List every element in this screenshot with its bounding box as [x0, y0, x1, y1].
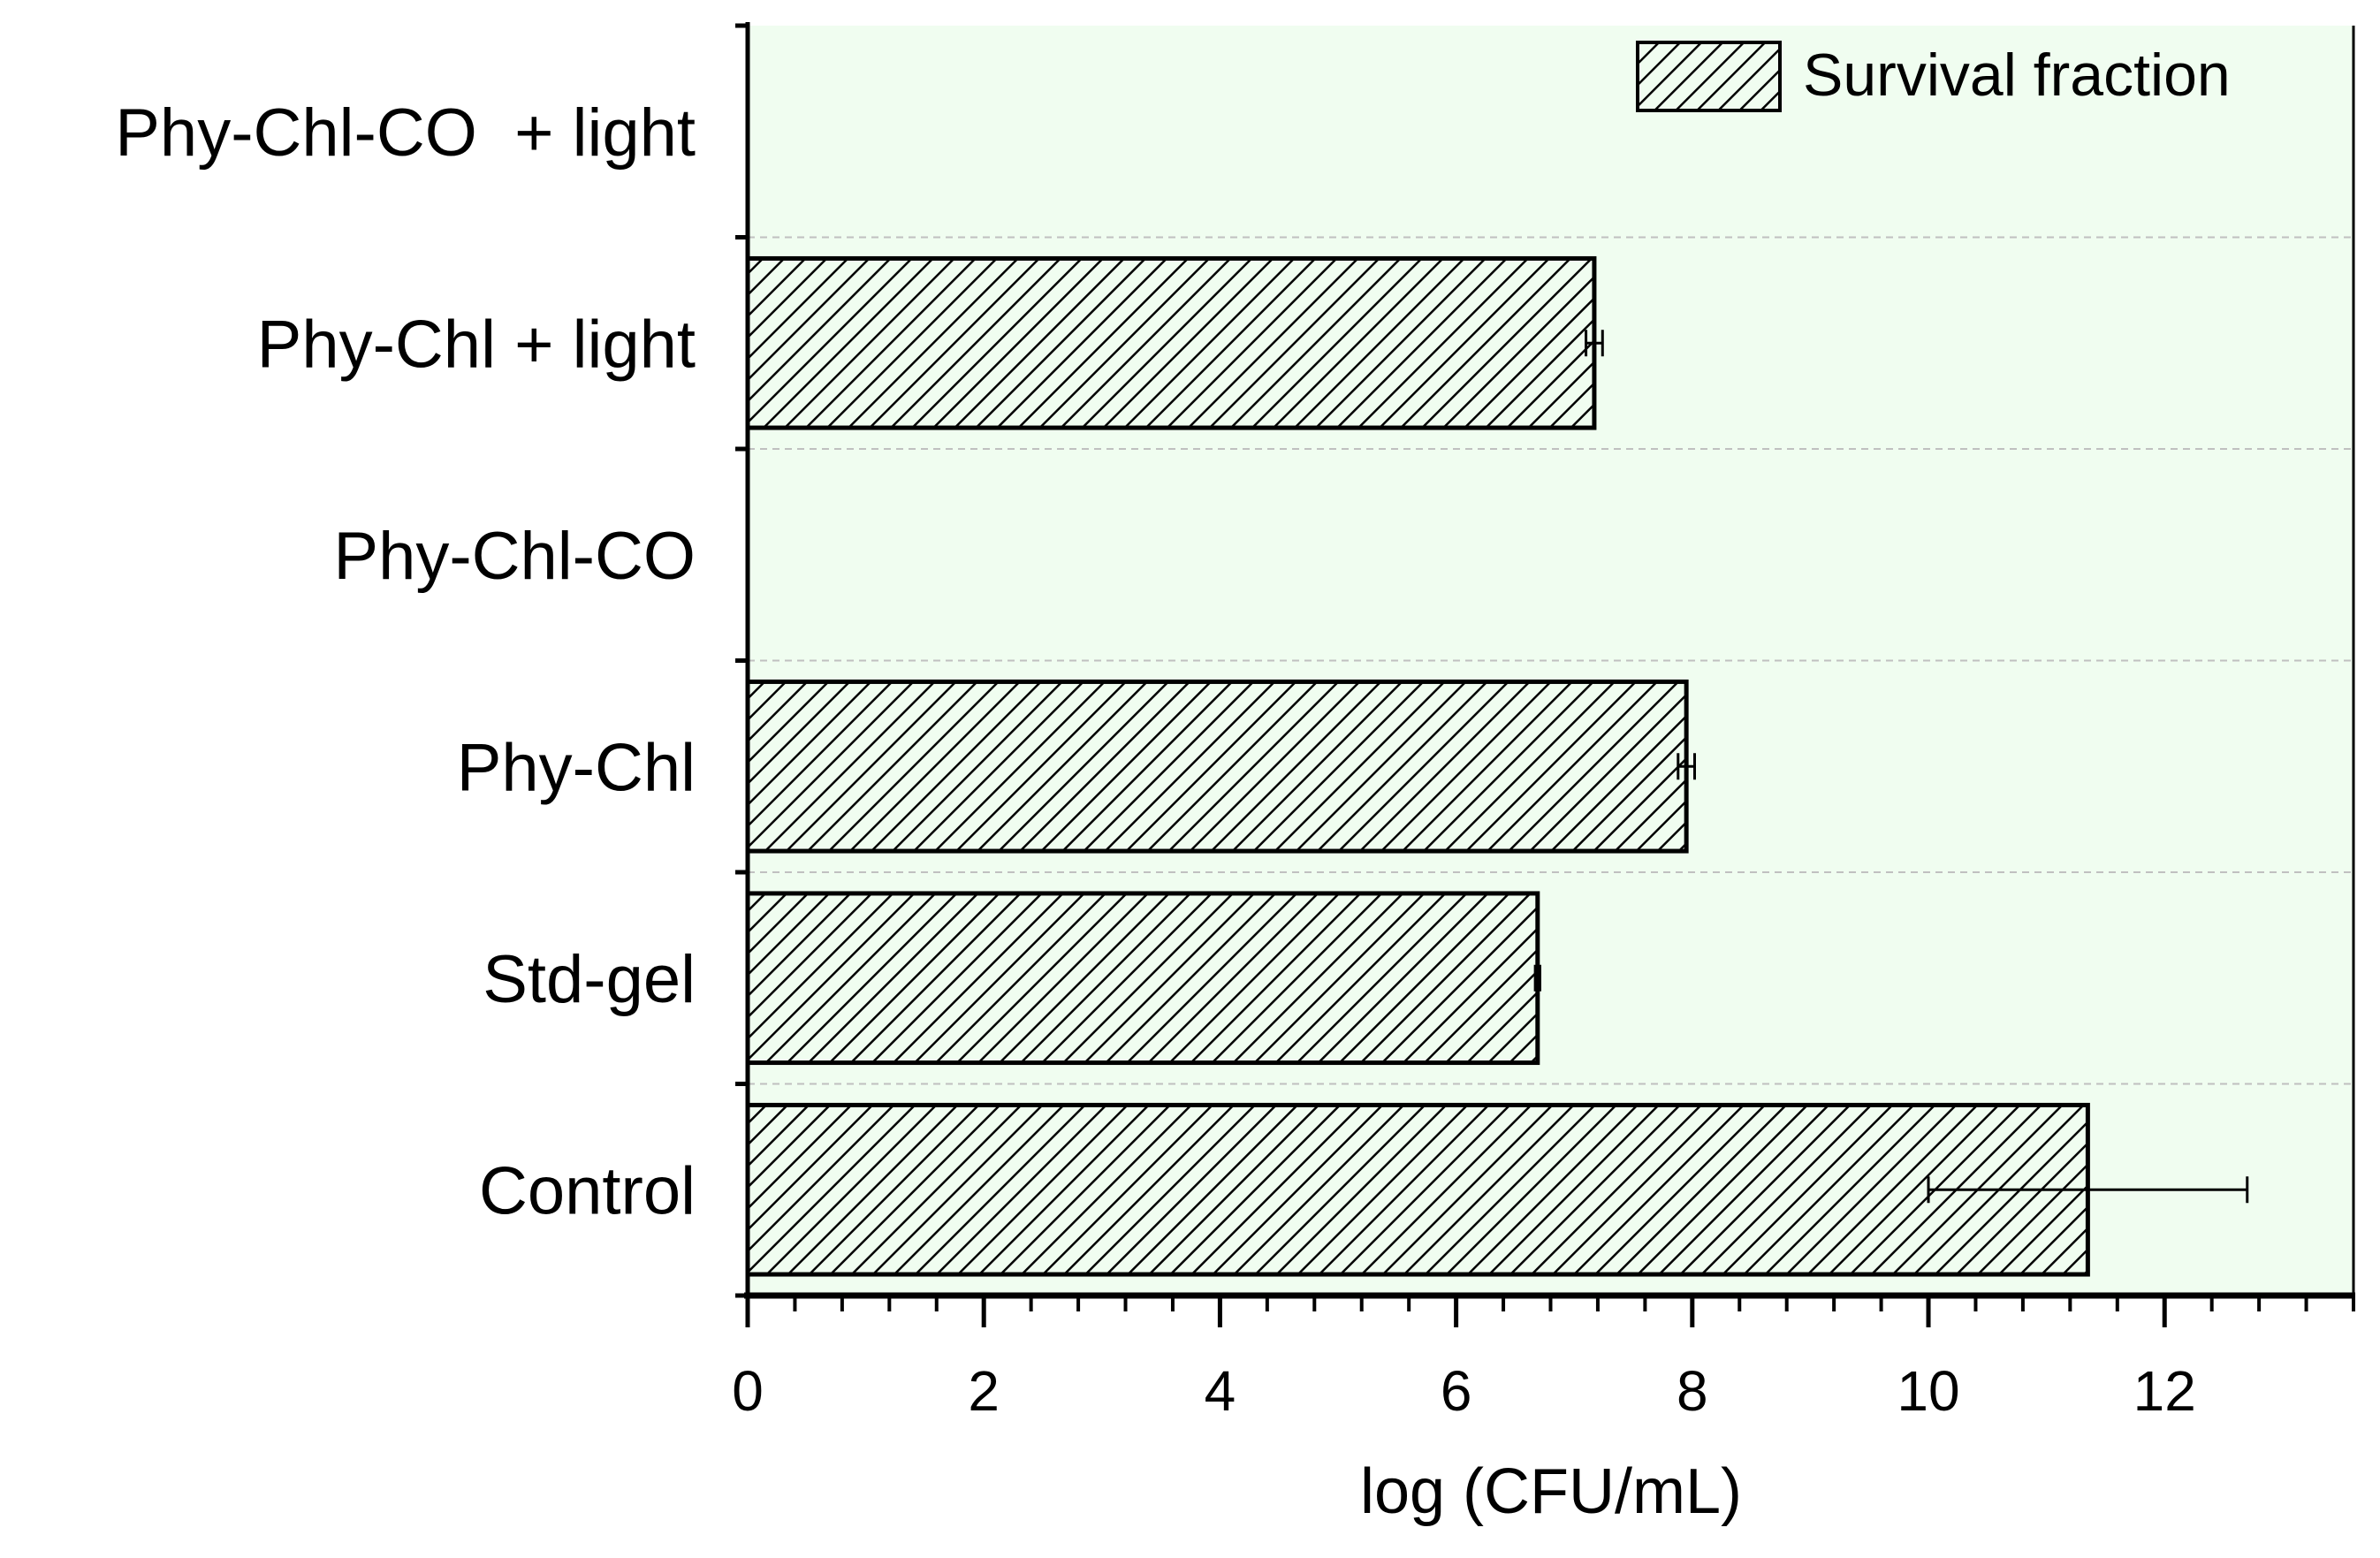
x-tick-label: 0 [732, 1359, 764, 1423]
bar-phy-chl-light [745, 255, 1597, 430]
category-label: Control [479, 1153, 696, 1228]
x-tick-label: 4 [1205, 1359, 1236, 1423]
bar-phy-chl [745, 679, 1689, 854]
axes [735, 22, 2355, 1327]
category-label: Phy-Chl [457, 730, 696, 805]
legend-swatch [1636, 41, 1782, 112]
tick-labels: 0 2 4 6 8 10 12 [732, 1359, 2196, 1423]
bar-control [745, 1102, 2090, 1277]
x-tick-label: 8 [1677, 1359, 1708, 1423]
x-tick-label: 2 [968, 1359, 1000, 1423]
bar-std-gel [745, 891, 1540, 1066]
x-tick-label: 6 [1441, 1359, 1472, 1423]
x-tick-label: 12 [2133, 1359, 2196, 1423]
legend: Survival fraction [1636, 41, 2231, 112]
legend-label: Survival fraction [1803, 42, 2231, 109]
grid-lines [748, 236, 2353, 1085]
category-label: Std-gel [483, 942, 696, 1017]
category-label: Phy-Chl-CO [333, 519, 696, 594]
category-label: Phy-Chl + light [257, 307, 696, 382]
category-labels: Control Std-gel Phy-Chl Phy-Chl-CO Phy-Chl +… [115, 95, 696, 1229]
category-label: Phy-Chl-CO + light [115, 95, 696, 171]
bars [745, 255, 2249, 1277]
x-tick-label: 10 [1897, 1359, 1959, 1423]
x-axis-label: log (CFU/mL) [1360, 1456, 1742, 1527]
